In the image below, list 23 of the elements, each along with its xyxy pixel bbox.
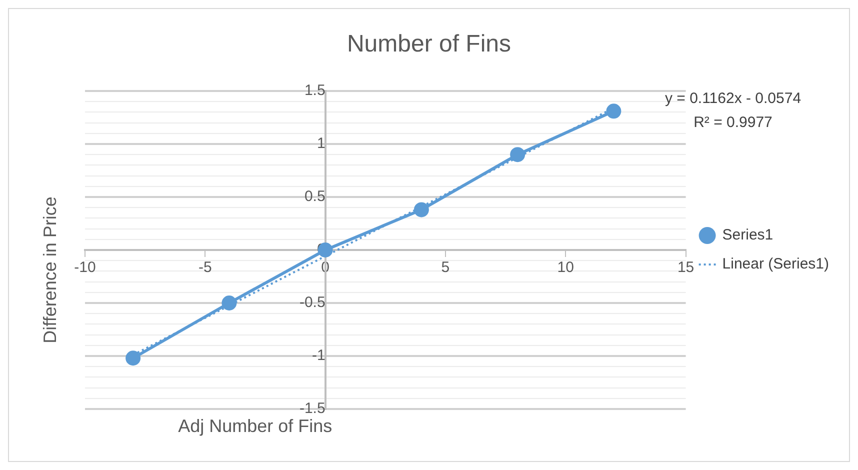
x-tick-label: -10 [74,259,96,276]
y-axis-title: Difference in Price [40,196,60,344]
point [126,350,141,366]
point [510,147,526,162]
text: R² = 0.9977 [694,114,772,132]
point [606,104,622,119]
y-tick-label: -0.5 [299,294,326,312]
x-tick-label: 5 [441,259,450,276]
legend-label: Series1 [722,226,774,244]
y-tick-label: 1.5 [304,82,326,100]
x-tick-label: -5 [198,259,212,276]
point [414,202,429,218]
y-tick-label: 0.5 [304,188,326,206]
x-axis-title: Adj Number of Fins [178,416,332,436]
x-tick-label: 10 [557,259,574,276]
annotation: y = 0.1162x - 0.0574 [664,90,802,108]
point [222,296,237,310]
y-tick-label: 1 [316,135,326,152]
y-tick-label: -1 [312,347,326,364]
legend-label: Linear (Series1) [722,256,830,273]
x-tick-label: 15 [677,259,694,276]
y-tick-label: -1.5 [299,400,326,418]
chart-title: Number of Fins [346,30,512,58]
